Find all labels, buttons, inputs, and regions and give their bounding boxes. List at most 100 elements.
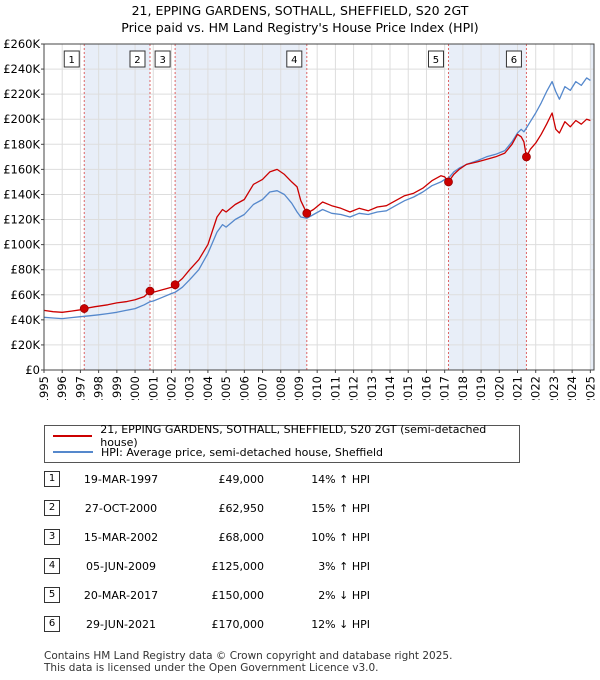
x-tick-label: 2025 bbox=[583, 376, 597, 400]
x-tick-label: 2007 bbox=[256, 376, 270, 400]
x-tick-label: 2014 bbox=[383, 376, 397, 400]
sale-label-box bbox=[129, 50, 146, 68]
footer-licence: This data is licensed under the Open Gov… bbox=[44, 662, 379, 674]
table-row: 2 27-OCT-2000 £62,950 15% ↑ HPI bbox=[44, 500, 404, 518]
row-date: 15-MAR-2002 bbox=[83, 531, 159, 544]
x-tick-label: 2000 bbox=[128, 376, 142, 400]
row-number: 1 bbox=[44, 471, 60, 487]
sale-label: 3 bbox=[159, 55, 165, 66]
sale-label: 4 bbox=[291, 55, 297, 66]
legend-label-hpi: HPI: Average price, semi-detached house,… bbox=[101, 445, 384, 459]
sale-label: 2 bbox=[134, 55, 140, 66]
legend-swatch-hpi bbox=[53, 451, 93, 453]
row-number: 5 bbox=[44, 587, 60, 603]
table-row: 3 15-MAR-2002 £68,000 10% ↑ HPI bbox=[44, 529, 404, 547]
y-tick-label: £160K bbox=[3, 162, 40, 176]
y-tick-label: £200K bbox=[3, 112, 40, 126]
x-tick-label: 1996 bbox=[55, 376, 69, 400]
x-tick-label: 2011 bbox=[328, 376, 342, 400]
x-tick-label: 2018 bbox=[456, 376, 470, 400]
row-price: £150,000 bbox=[211, 589, 265, 602]
row-hpi: 10% ↑ HPI bbox=[311, 531, 370, 544]
y-tick-label: £260K bbox=[3, 37, 40, 51]
y-tick-label: £140K bbox=[3, 187, 40, 201]
legend-label-property: 21, EPPING GARDENS, SOTHALL, SHEFFIELD, … bbox=[100, 423, 487, 449]
sale-point bbox=[79, 304, 89, 313]
table-row: 6 29-JUN-2021 £170,000 12% ↓ HPI bbox=[44, 616, 404, 634]
x-tick-label: 1999 bbox=[110, 376, 124, 400]
axes: £0 £20K £40K £60K £80K £100K £120K £140K £160K £1… bbox=[3, 37, 597, 400]
row-date: 27-OCT-2000 bbox=[84, 502, 158, 515]
row-hpi: 14% ↑ HPI bbox=[311, 473, 370, 486]
row-date: 19-MAR-1997 bbox=[83, 473, 159, 486]
x-tick-label: 2003 bbox=[183, 376, 197, 400]
sale-label-box bbox=[63, 50, 80, 68]
x-tick-label: 2024 bbox=[565, 376, 579, 400]
legend: 21, EPPING GARDENS, SOTHALL, SHEFFIELD, … bbox=[44, 423, 520, 463]
y-tick-label: £20K bbox=[11, 338, 41, 352]
x-tick-label: 2002 bbox=[164, 376, 178, 400]
series-line-hpi bbox=[43, 77, 591, 320]
sale-labels: 1 2 3 4 5 6 bbox=[63, 50, 522, 68]
row-price: £170,000 bbox=[211, 618, 265, 631]
sale-label-box bbox=[505, 50, 522, 68]
x-tick-label: 2023 bbox=[547, 376, 561, 400]
shaded-period bbox=[590, 44, 594, 370]
y-tick-label: £220K bbox=[3, 87, 40, 101]
x-tick-label: 2021 bbox=[511, 376, 525, 400]
row-date: 20-MAR-2017 bbox=[83, 589, 159, 602]
y-tick-label: £60K bbox=[11, 288, 41, 302]
x-tick-label: 2010 bbox=[310, 376, 324, 400]
y-tick-label: £100K bbox=[3, 238, 40, 252]
sale-point bbox=[302, 208, 312, 218]
x-tick-label: 2008 bbox=[274, 376, 288, 400]
plot-frame bbox=[43, 43, 595, 371]
sale-label-box bbox=[427, 50, 444, 68]
sale-points bbox=[79, 152, 531, 313]
table-row: 5 20-MAR-2017 £150,000 2% ↓ HPI bbox=[44, 587, 404, 605]
sale-label: 1 bbox=[69, 55, 75, 66]
x-tick-label: 2013 bbox=[365, 376, 379, 400]
y-tick-label: £180K bbox=[3, 137, 40, 151]
row-date: 29-JUN-2021 bbox=[85, 618, 157, 631]
row-hpi: 2% ↓ HPI bbox=[318, 589, 370, 602]
row-number: 3 bbox=[44, 529, 60, 545]
sale-point bbox=[444, 177, 453, 187]
y-tick-label: £40K bbox=[11, 313, 41, 327]
row-hpi: 3% ↑ HPI bbox=[318, 560, 370, 573]
y-tick-label: £0 bbox=[25, 363, 40, 377]
row-number: 4 bbox=[44, 558, 60, 574]
x-tick-label: 2005 bbox=[219, 376, 233, 400]
row-date: 05-JUN-2009 bbox=[85, 560, 157, 573]
sale-point bbox=[170, 280, 180, 290]
y-tick-label: £80K bbox=[11, 263, 41, 277]
x-tick-label: 1997 bbox=[73, 376, 87, 400]
legend-item-hpi: HPI: Average price, semi-detached house,… bbox=[53, 444, 383, 460]
row-hpi: 15% ↑ HPI bbox=[311, 502, 370, 515]
shaded-period bbox=[175, 44, 307, 370]
x-tick-label: 2015 bbox=[401, 376, 415, 400]
legend-swatch-property bbox=[53, 435, 93, 437]
x-tick-label: 2016 bbox=[419, 376, 433, 400]
x-tick-label: 2001 bbox=[146, 376, 160, 400]
x-tick-label: 2006 bbox=[237, 376, 251, 400]
sale-label-box bbox=[286, 50, 303, 68]
x-tick-label: 2019 bbox=[474, 376, 488, 400]
x-tick-label: 2017 bbox=[438, 376, 452, 400]
x-tick-label: 2022 bbox=[529, 376, 543, 400]
row-price: £62,950 bbox=[218, 502, 265, 515]
x-tick-label: 1995 bbox=[37, 376, 51, 400]
sale-point bbox=[145, 286, 155, 296]
sale-label: 6 bbox=[511, 55, 517, 66]
sale-label-box bbox=[154, 50, 171, 68]
table-row: 4 05-JUN-2009 £125,000 3% ↑ HPI bbox=[44, 558, 404, 576]
y-tick-label: £120K bbox=[3, 213, 40, 227]
price-chart: 1 2 3 4 5 6 £0 £20K £40K £60K £80K £100K £120K £140K… bbox=[3, 37, 597, 400]
footer: Contains HM Land Registry data © Crown c… bbox=[44, 650, 452, 674]
row-number: 2 bbox=[44, 500, 60, 516]
chart-title: 21, EPPING GARDENS, SOTHALL, SHEFFIELD, … bbox=[131, 3, 469, 18]
sale-point bbox=[522, 152, 531, 162]
table-row: 1 19-MAR-1997 £49,000 14% ↑ HPI bbox=[44, 471, 404, 489]
x-tick-label: 1998 bbox=[92, 376, 106, 400]
row-number: 6 bbox=[44, 616, 60, 632]
